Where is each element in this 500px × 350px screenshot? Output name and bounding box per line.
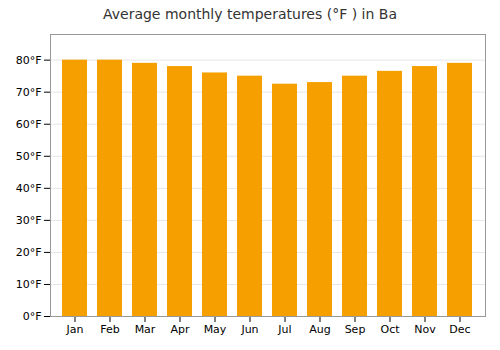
html-text:Average monthly temperatures (: Average monthly temperatures (°F ) in Ba	[103, 6, 397, 22]
svg-text:40°F: 40°F	[16, 182, 42, 195]
svg-text:Dec: Dec	[449, 323, 470, 336]
svg-text:0°F: 0°F	[23, 310, 42, 323]
svg-text:Sep: Sep	[345, 323, 366, 336]
svg-text:Feb: Feb	[100, 323, 119, 336]
svg-text:50°F: 50°F	[16, 150, 42, 163]
svg-text:10°F: 10°F	[16, 278, 42, 291]
svg-text:Nov: Nov	[414, 323, 436, 336]
svg-text:Aug: Aug	[309, 323, 330, 336]
svg-text:70°F: 70°F	[16, 86, 42, 99]
svg-text:Jan: Jan	[66, 323, 84, 336]
svg-text:80°F: 80°F	[16, 54, 42, 67]
svg-text:May: May	[204, 323, 227, 336]
svg-text:60°F: 60°F	[16, 118, 42, 131]
svg-text:30°F: 30°F	[16, 214, 42, 227]
svg-text:Mar: Mar	[135, 323, 156, 336]
svg-text:Jun: Jun	[240, 323, 258, 336]
svg-text:Apr: Apr	[170, 323, 190, 336]
svg-text:20°F: 20°F	[16, 246, 42, 259]
svg-text:Jul: Jul	[277, 323, 291, 336]
svg-text:Oct: Oct	[380, 323, 400, 336]
